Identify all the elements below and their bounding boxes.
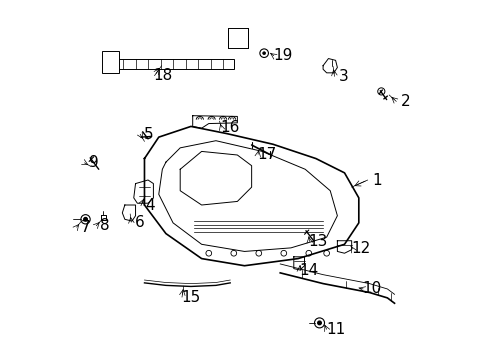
Circle shape: [83, 217, 87, 221]
Text: 3: 3: [338, 69, 347, 84]
Text: 8: 8: [100, 218, 110, 233]
Text: 12: 12: [351, 241, 370, 256]
Text: 7: 7: [81, 220, 90, 235]
FancyBboxPatch shape: [102, 51, 119, 73]
Text: 11: 11: [325, 322, 345, 337]
Text: 5: 5: [144, 127, 154, 142]
FancyBboxPatch shape: [228, 28, 247, 48]
Text: 9: 9: [88, 156, 98, 170]
Text: 18: 18: [153, 68, 173, 83]
Text: 15: 15: [181, 290, 200, 305]
Text: 2: 2: [400, 94, 409, 109]
Text: 1: 1: [371, 172, 381, 188]
Text: 4: 4: [145, 198, 154, 213]
Text: 14: 14: [299, 262, 318, 278]
Text: 13: 13: [308, 234, 327, 249]
Text: 19: 19: [272, 48, 292, 63]
Circle shape: [317, 321, 321, 325]
Text: 17: 17: [257, 147, 276, 162]
Text: 6: 6: [135, 215, 145, 230]
Circle shape: [262, 52, 265, 55]
Text: 10: 10: [362, 282, 381, 296]
Text: 16: 16: [220, 120, 240, 135]
FancyBboxPatch shape: [116, 59, 233, 69]
